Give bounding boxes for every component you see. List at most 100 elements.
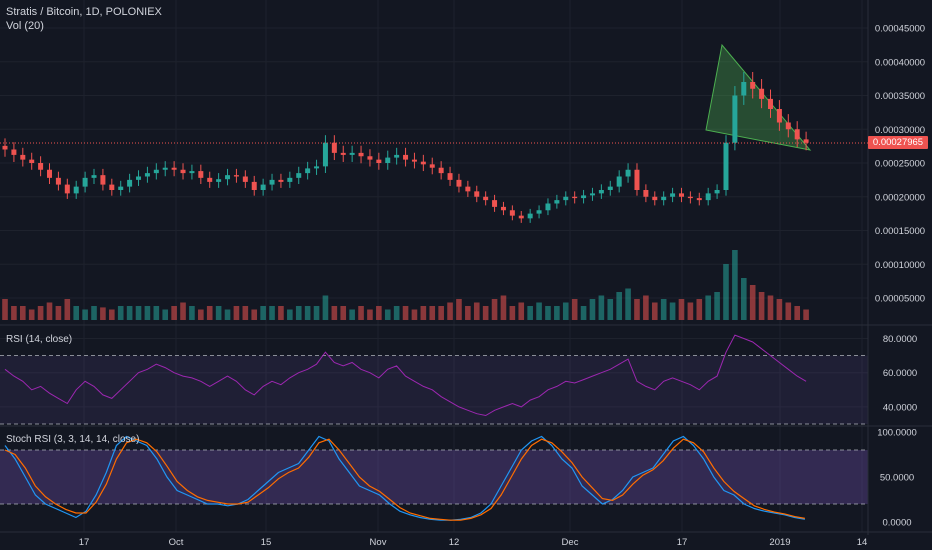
rsi-panel <box>0 334 868 425</box>
volume-bar <box>198 309 204 320</box>
candle-body <box>678 193 684 197</box>
candle-body <box>189 171 195 174</box>
price-tick-label: 0.00030000 <box>875 125 925 136</box>
candle-body <box>242 176 248 182</box>
candle-body <box>545 203 551 211</box>
candle-body <box>55 177 61 185</box>
rsi-tick-label: 80.0000 <box>883 334 917 345</box>
candle-body <box>589 193 595 196</box>
candle-body <box>260 184 266 190</box>
volume-bar <box>794 306 800 320</box>
candle-body <box>741 82 747 96</box>
volume-bar <box>278 306 284 320</box>
volume-bar <box>607 299 614 320</box>
time-tick-label: 14 <box>857 537 868 548</box>
candle-body <box>287 177 293 182</box>
volume-bar <box>598 295 605 320</box>
volume-bar <box>429 306 436 320</box>
stoch-tick-label: 50.0000 <box>880 473 914 484</box>
volume-bar <box>73 306 80 320</box>
volume-bar <box>269 306 275 320</box>
volume-bar <box>313 306 320 320</box>
volume-bar <box>554 306 560 320</box>
candle-body <box>331 142 337 153</box>
candle-body <box>643 190 649 197</box>
last-price-tag: 0.00027965 <box>868 136 928 149</box>
price-tick-label: 0.00005000 <box>875 294 925 305</box>
candle-body <box>38 163 44 170</box>
candle-body <box>492 200 498 207</box>
volume-bar <box>758 292 765 320</box>
volume-bar <box>287 309 293 320</box>
volume-bar <box>643 295 649 320</box>
candle-body <box>73 186 79 194</box>
candle-body <box>411 159 417 162</box>
candle-body <box>785 122 791 130</box>
chart-title: Stratis / Bitcoin, 1D, POLONIEX <box>6 6 162 18</box>
volume-bar <box>46 302 53 320</box>
stoch-tick-label: 100.0000 <box>877 428 917 439</box>
volume-bar <box>2 299 8 320</box>
volume-bar <box>580 306 587 320</box>
volume-bar <box>37 306 44 320</box>
volume-bar <box>224 309 231 320</box>
volume-bar <box>785 302 792 320</box>
time-tick-label: 2019 <box>769 537 790 548</box>
candle-body <box>714 190 720 194</box>
stoch-d-line <box>4 438 806 521</box>
candle-body <box>403 154 409 160</box>
candle-body <box>447 173 453 180</box>
volume-bar <box>304 306 311 320</box>
volume-bar <box>251 309 258 320</box>
volume-bar <box>126 306 133 320</box>
volume-bar <box>562 302 569 320</box>
candle-body <box>456 179 462 187</box>
volume-bar <box>749 285 756 320</box>
volume-bar <box>171 306 177 320</box>
rsi-tick-label: 60.0000 <box>883 368 917 379</box>
candle-body <box>20 154 26 160</box>
triangle-pattern-shape <box>705 43 812 151</box>
volume-bar <box>117 306 124 320</box>
time-tick-label: 17 <box>79 537 90 548</box>
candle-body <box>625 169 631 177</box>
candle-body <box>554 200 560 204</box>
volume-bar <box>616 292 622 320</box>
candle-body <box>581 195 587 199</box>
volume-bar <box>376 306 382 320</box>
volume-bar <box>295 306 302 320</box>
candle-body <box>500 206 506 211</box>
candle-body <box>705 193 711 201</box>
volume-bar <box>189 306 195 320</box>
time-tick-label: Nov <box>370 537 387 548</box>
volume-bar <box>447 302 453 320</box>
volume-bar <box>473 302 480 320</box>
candle-body <box>340 152 346 155</box>
volume-bar <box>678 299 685 320</box>
candle-body <box>91 175 97 178</box>
volume-bar <box>651 302 658 320</box>
candle-body <box>767 98 773 109</box>
triangle-pattern <box>705 43 812 151</box>
volume-bar <box>358 306 364 320</box>
candle-body <box>598 190 604 194</box>
candle-body <box>429 164 435 168</box>
candle-body <box>776 109 782 123</box>
volume-bar <box>571 299 578 320</box>
candle-body <box>367 156 373 160</box>
rsi-line <box>4 334 807 417</box>
volume-bar <box>438 306 444 320</box>
candle-body <box>394 154 400 158</box>
candle-body <box>723 142 729 190</box>
rsi-tick-label: 40.0000 <box>883 402 917 413</box>
volume-bar <box>465 306 471 320</box>
volume-bar <box>714 292 720 320</box>
candle-body <box>153 169 159 174</box>
price-tick-label: 0.00015000 <box>875 226 925 237</box>
candle-body <box>536 210 542 214</box>
candle-body <box>109 184 115 190</box>
candle-body <box>794 129 800 140</box>
candle-body <box>2 145 8 150</box>
volume-bar <box>696 299 703 320</box>
